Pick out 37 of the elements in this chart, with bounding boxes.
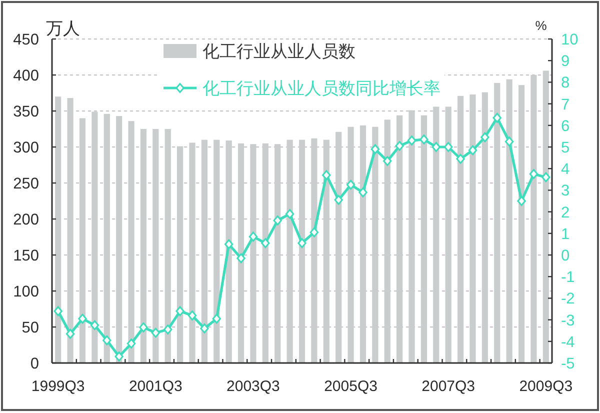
x-tick-label: 2005Q3: [324, 378, 378, 395]
y2-tick-label: 3: [561, 182, 570, 200]
y-axis-title: 万人: [46, 19, 80, 38]
y2-tick-label: 5: [561, 140, 570, 156]
x-tick-label: 2007Q3: [422, 378, 476, 395]
legend-label: 化工行业从业人员数: [202, 42, 356, 61]
y2-tick-label: 8: [561, 74, 570, 92]
y2-tick-label: 4: [561, 161, 570, 178]
y2-tick-label: -2: [561, 290, 575, 308]
y-tick-label: 400: [13, 68, 40, 84]
y2-tick-label: 0: [561, 248, 570, 264]
y-tick-label: 0: [30, 356, 40, 372]
y2-tick-label: 6: [561, 118, 570, 135]
legend-item: 化工行业从业人员数同比增长率: [164, 79, 440, 98]
y-tick-label: 150: [13, 248, 40, 264]
y2-tick-label: 9: [561, 53, 570, 70]
y2-tick-label: -1: [561, 269, 575, 286]
y2-tick-label: 10: [561, 32, 579, 48]
y-tick-label: 300: [13, 140, 40, 156]
x-tick-label: 2001Q3: [128, 378, 182, 395]
y2-tick-label: 1: [561, 226, 570, 243]
y2-tick-label: -5: [561, 356, 575, 372]
y2-tick-label: 7: [561, 96, 570, 114]
y-tick-label: 200: [13, 212, 40, 228]
legend-item: 化工行业从业人员数: [164, 42, 356, 61]
y-tick-label: 350: [13, 104, 40, 120]
x-tick-label: 1999Q3: [31, 378, 85, 395]
y-tick-label: 450: [13, 32, 40, 48]
y2-tick-label: 2: [561, 204, 570, 222]
y-tick-label: 250: [13, 176, 40, 192]
y2-axis-title: %: [535, 18, 548, 33]
y-tick-label: 100: [13, 284, 40, 300]
x-tick-label: 2003Q3: [226, 378, 280, 395]
y2-tick-label: -4: [561, 334, 576, 351]
y-tick-label: 50: [22, 320, 40, 336]
y2-tick-label: -3: [561, 312, 575, 330]
x-tick-label: 2009Q3: [519, 378, 573, 395]
